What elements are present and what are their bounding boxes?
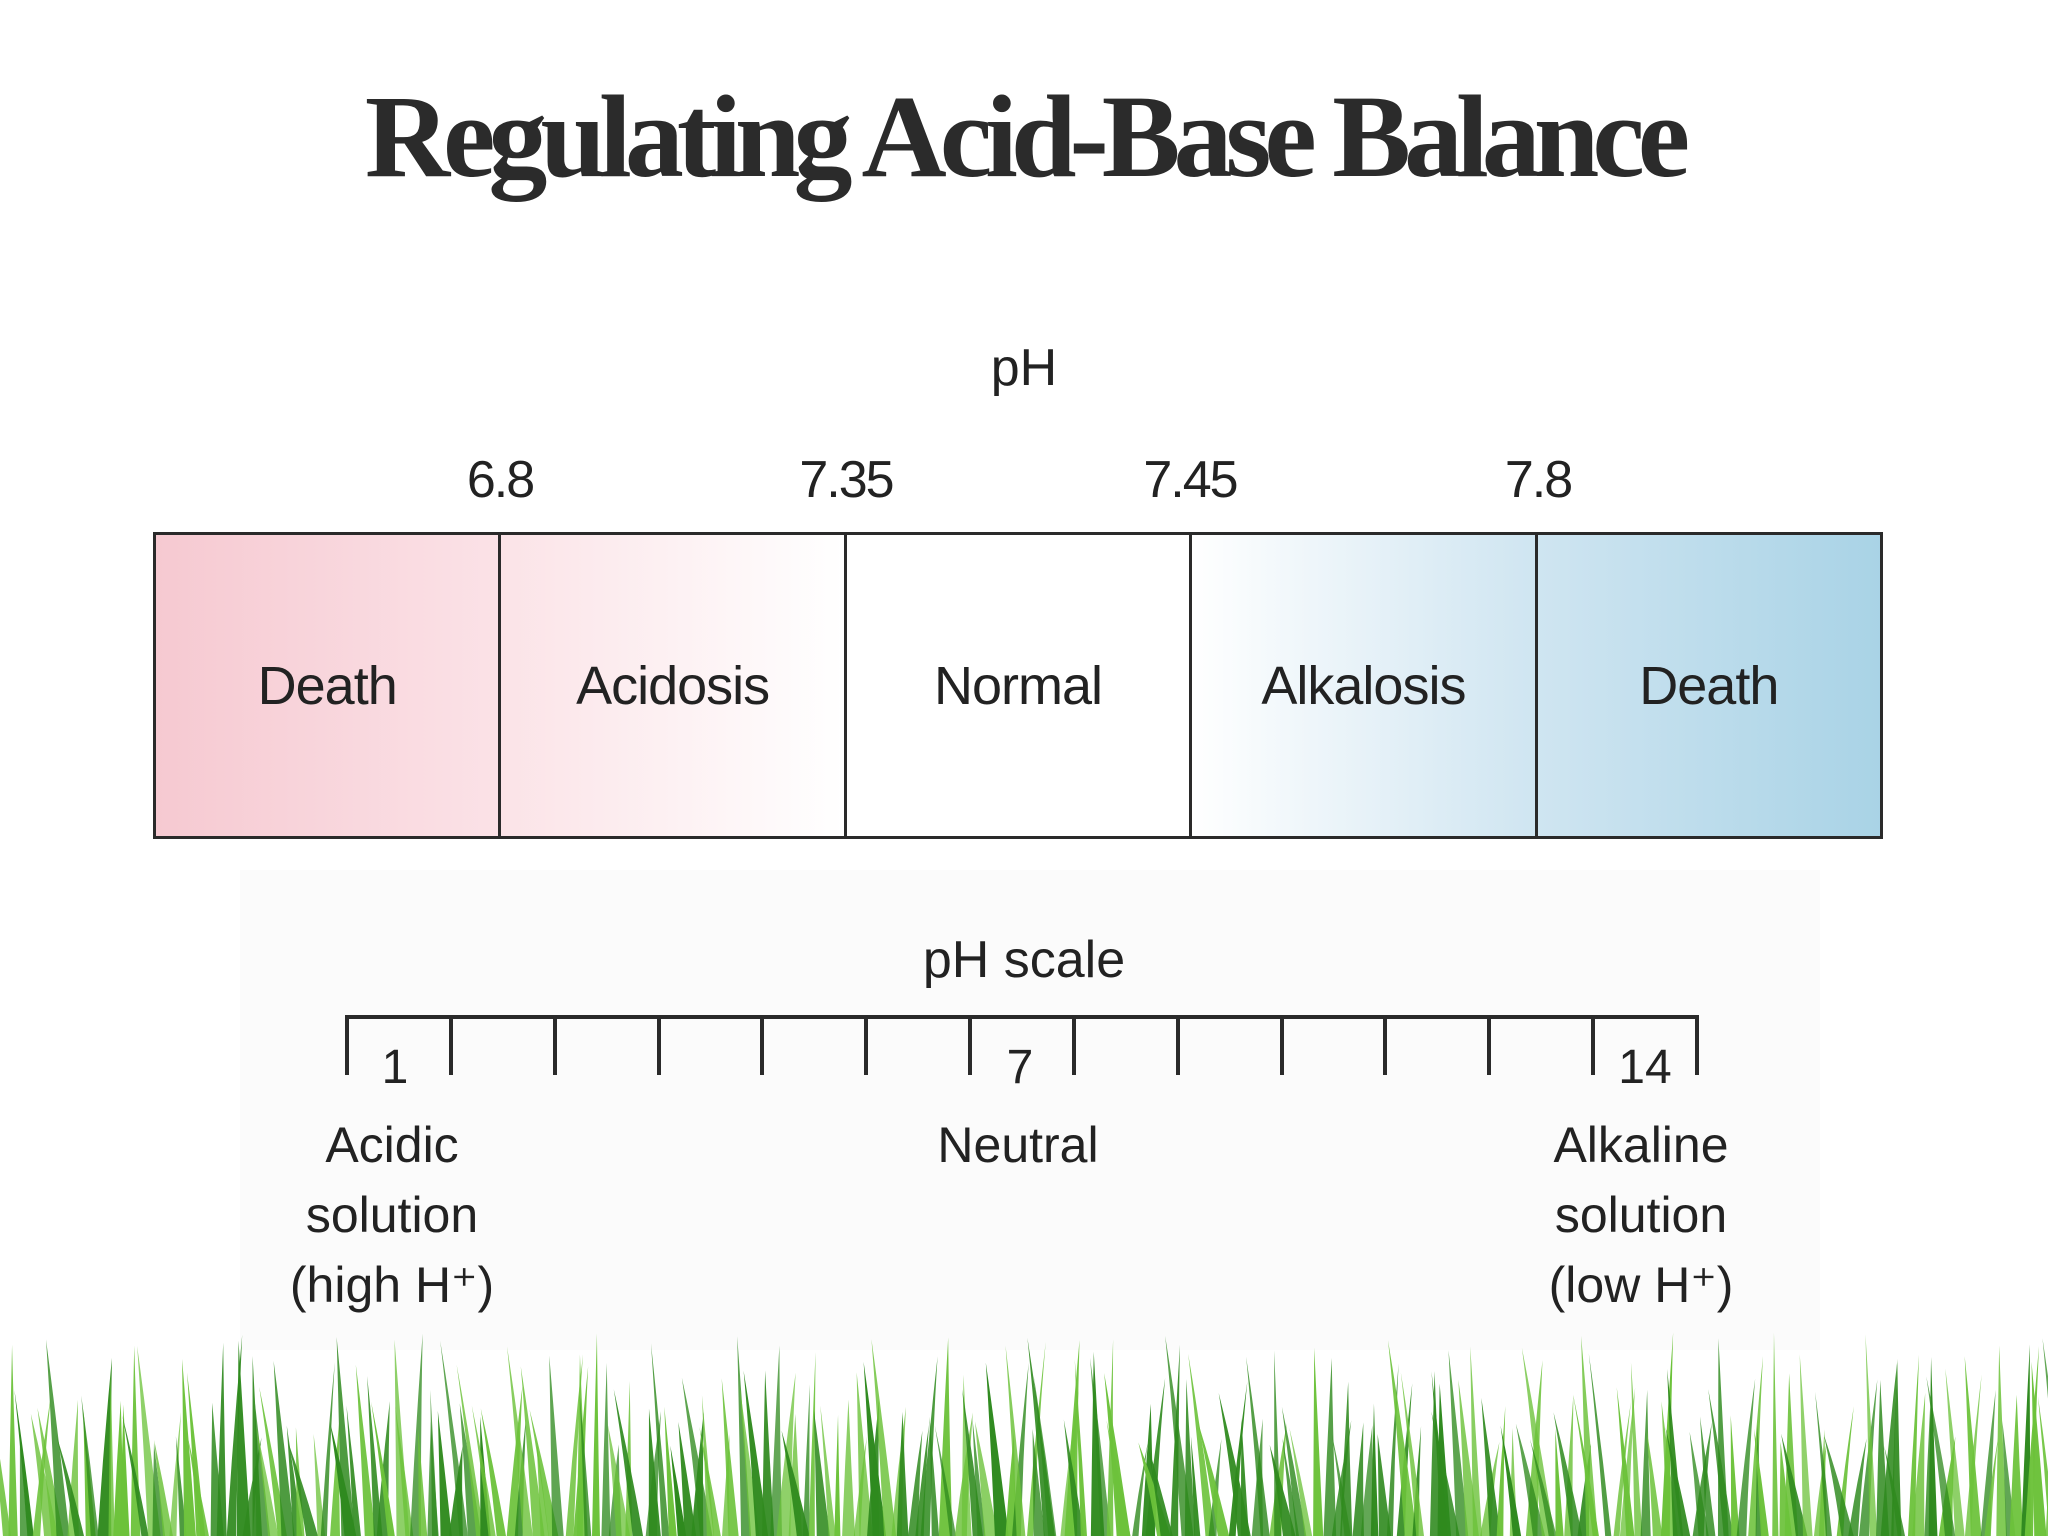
scale-tick: [968, 1015, 973, 1075]
zone-acidosis: Acidosis: [498, 535, 844, 836]
ph-zone-band: Death Acidosis Normal Alkalosis Death: [153, 532, 1883, 839]
acidic-solution-label: Acidic solution (high H⁺): [242, 1110, 542, 1320]
scale-number-7: 7: [1006, 1041, 1034, 1094]
ph-scale-title: pH scale: [922, 931, 1126, 989]
scale-tick: [864, 1015, 869, 1075]
scale-tick: [656, 1015, 661, 1075]
ph-scale-line: [345, 1015, 1698, 1019]
alkaline-line-2: solution: [1554, 1187, 1728, 1243]
acidic-line-3: (high H⁺): [289, 1257, 495, 1313]
alkaline-solution-label: Alkaline solution (low H⁺): [1491, 1110, 1791, 1320]
neutral-line-1: Neutral: [937, 1117, 1099, 1173]
zone-death-acidic: Death: [156, 535, 499, 836]
scale-tick: [1591, 1015, 1596, 1075]
threshold-6-8: 6.8: [466, 451, 535, 509]
scale-tick: [1071, 1015, 1076, 1075]
threshold-7-45: 7.45: [1143, 451, 1238, 509]
ph-axis-label: pH: [990, 339, 1058, 397]
scale-tick: [552, 1015, 557, 1075]
ph-scale-panel: [240, 870, 1820, 1350]
scale-tick: [345, 1015, 349, 1075]
threshold-7-8: 7.8: [1504, 451, 1573, 509]
acidic-line-2: solution: [305, 1187, 479, 1243]
scale-tick: [1487, 1015, 1492, 1075]
slide-title: Regulating Acid-Base Balance: [364, 71, 1690, 202]
zone-alkalosis: Alkalosis: [1189, 535, 1535, 836]
acidic-line-1: Acidic: [325, 1117, 459, 1173]
scale-tick: [1279, 1015, 1284, 1075]
threshold-7-35: 7.35: [799, 451, 894, 509]
scale-tick: [760, 1015, 765, 1075]
alkaline-line-3: (low H⁺): [1548, 1257, 1734, 1313]
neutral-label: Neutral: [868, 1110, 1168, 1180]
grass-decoration: [0, 1332, 2048, 1536]
scale-number-14: 14: [1618, 1041, 1672, 1094]
scale-tick: [448, 1015, 453, 1075]
scale-tick: [1383, 1015, 1388, 1075]
zone-normal: Normal: [843, 535, 1190, 836]
scale-number-1: 1: [381, 1041, 409, 1094]
zone-death-alkaline: Death: [1534, 535, 1881, 836]
alkaline-line-1: Alkaline: [1553, 1117, 1729, 1173]
scale-tick: [1695, 1015, 1699, 1075]
scale-tick: [1175, 1015, 1180, 1075]
